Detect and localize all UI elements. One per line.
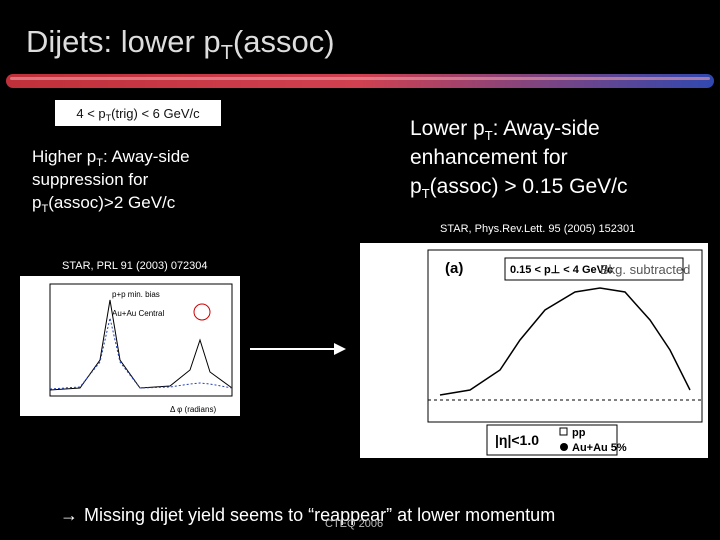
arrow-head [334, 343, 346, 355]
t: Lower p [410, 117, 485, 140]
legend-text: p+p min. bias [112, 290, 160, 299]
left-plot: p+p min. bias Au+Au Central Δ φ (radians… [20, 276, 240, 416]
right-note-line: pT(assoc) > 0.15 GeV/c [410, 175, 627, 201]
range-box [504, 257, 684, 281]
title-bar [6, 74, 714, 88]
title-text: (assoc) [233, 24, 335, 59]
t: T [106, 113, 112, 123]
t: T [41, 203, 48, 215]
t: (assoc)>2 GeV/c [48, 193, 176, 212]
t: T [422, 186, 430, 201]
conference: CTEQ 2006 [325, 518, 383, 530]
t: (trig) < 6 GeV/c [111, 106, 200, 121]
trigger-text: 4 < pT(trig) < 6 GeV/c [76, 106, 200, 123]
t: T [96, 157, 103, 169]
legend-marker [559, 427, 568, 436]
reference: STAR, PRL 91 (2003) 072304 [62, 260, 208, 272]
overlay-text: Bkg. subtracted [600, 262, 690, 277]
right-plot: (a) 0.15 < p⊥ < 4 GeV/c Bkg. subtracted … [360, 243, 708, 458]
plot-curve [49, 317, 233, 390]
right-note: Lower pT: Away-side enhancement for pT(a… [410, 117, 627, 201]
plot-frame [427, 249, 703, 423]
legend-text: Au+Au Central [112, 309, 164, 318]
legend-box [486, 424, 618, 456]
legend-marker [560, 443, 568, 451]
footer-text: Missing dijet yield seems to “reappear” … [84, 505, 555, 525]
panel-label: (a) [445, 260, 463, 277]
plot-background [20, 276, 240, 416]
legend-text: pp [572, 427, 586, 439]
left-note-line: suppression for [32, 170, 149, 189]
range-text: 0.15 < p⊥ < 4 GeV/c [510, 264, 613, 276]
left-note-line: Higher pT: Away-side [32, 147, 190, 169]
reference: STAR, Phys.Rev.Lett. 95 (2005) 152301 [440, 223, 635, 235]
title-sub: T [221, 42, 233, 64]
left-note-line: pT(assoc)>2 GeV/c [32, 193, 176, 215]
eta-text: |η|<1.0 [495, 432, 539, 448]
right-note-line: enhancement for [410, 146, 568, 169]
right-note-line: Lower pT: Away-side [410, 117, 600, 143]
t: T [485, 128, 493, 143]
t: : Away-side [493, 117, 600, 140]
t: p [32, 193, 41, 212]
t: : Away-side [103, 147, 190, 166]
t: Higher p [32, 147, 96, 166]
left-note: Higher pT: Away-side suppression for pT(… [32, 147, 190, 215]
title-bar-shine [10, 77, 710, 80]
t: 4 < p [76, 106, 105, 121]
footer-arrow: → [60, 505, 78, 525]
t: (assoc) > 0.15 GeV/c [430, 175, 628, 198]
title-text: Dijets: lower p [26, 24, 221, 59]
logo [193, 303, 211, 321]
trigger-box [55, 100, 221, 126]
slide-title: Dijets: lower pT(assoc) [26, 24, 335, 64]
plot-curve [439, 287, 691, 396]
t: p [410, 175, 422, 198]
legend-text: Au+Au 5% [572, 442, 627, 454]
plot-frame [49, 283, 233, 397]
axis-label: Δ φ (radians) [170, 405, 216, 414]
